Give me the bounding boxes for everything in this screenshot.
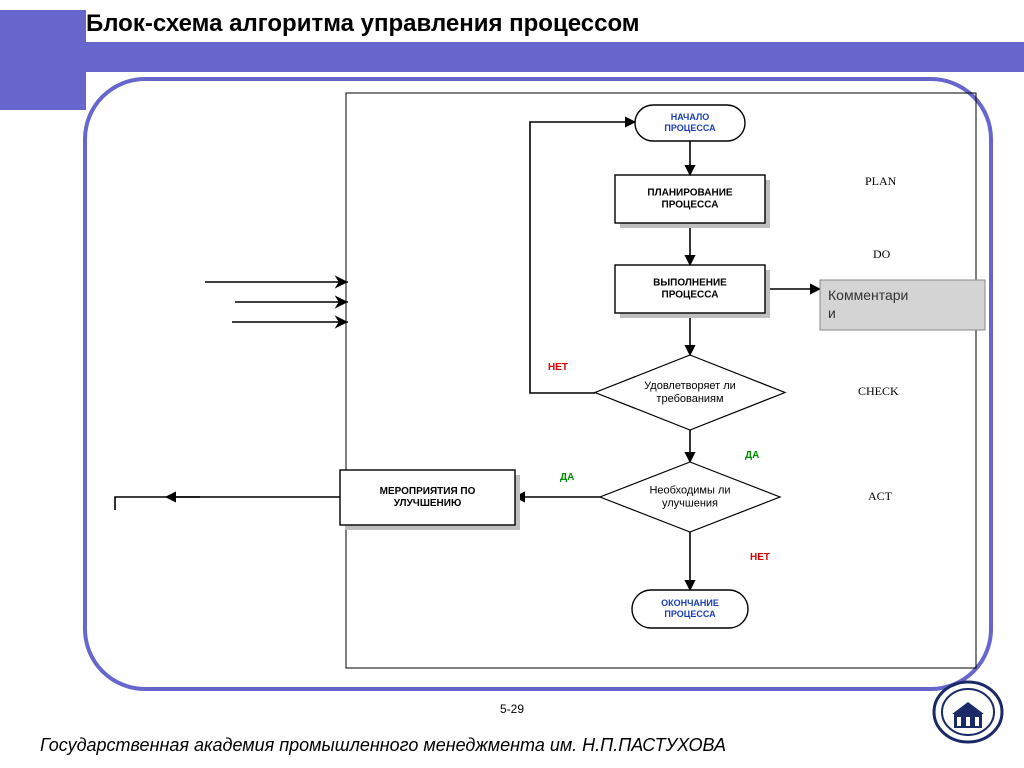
svg-text:требованиям: требованиям — [656, 393, 723, 405]
svg-text:ОКОНЧАНИЕ: ОКОНЧАНИЕ — [661, 598, 719, 608]
svg-text:и: и — [828, 305, 836, 321]
phase-label: DO — [873, 247, 891, 261]
svg-text:ВЫПОЛНЕНИЕ: ВЫПОЛНЕНИЕ — [653, 278, 727, 289]
branch-label: ДА — [560, 472, 574, 483]
svg-text:Удовлетворяет ли: Удовлетворяет ли — [644, 380, 736, 392]
svg-text:ПРОЦЕССА: ПРОЦЕССА — [664, 123, 716, 133]
institution-logo-icon — [932, 676, 1004, 748]
phase-label: PLAN — [865, 174, 897, 188]
svg-text:ПРОЦЕССА: ПРОЦЕССА — [662, 290, 719, 301]
flowchart-svg: НАЧАЛОПРОЦЕССАПЛАНИРОВАНИЕПРОЦЕССАВЫПОЛН… — [0, 0, 1024, 768]
svg-text:МЕРОПРИЯТИЯ ПО: МЕРОПРИЯТИЯ ПО — [380, 486, 476, 497]
phase-label: ACT — [868, 489, 893, 503]
svg-text:ПРОЦЕССА: ПРОЦЕССА — [662, 200, 719, 211]
svg-text:НАЧАЛО: НАЧАЛО — [671, 112, 710, 122]
branch-label: НЕТ — [548, 362, 568, 373]
svg-text:Комментари: Комментари — [828, 287, 908, 303]
svg-text:Необходимы ли: Необходимы ли — [649, 484, 730, 496]
svg-text:улучшения: улучшения — [662, 498, 718, 510]
svg-text:УЛУЧШЕНИЮ: УЛУЧШЕНИЮ — [394, 498, 462, 509]
branch-label: НЕТ — [750, 552, 770, 563]
slide: Блок-схема алгоритма управления процессо… — [0, 0, 1024, 768]
footer-attribution: Государственная академия промышленного м… — [40, 735, 726, 756]
phase-label: CHECK — [858, 384, 899, 398]
svg-text:ПЛАНИРОВАНИЕ: ПЛАНИРОВАНИЕ — [647, 188, 733, 199]
page-number: 5-29 — [500, 702, 524, 716]
svg-text:ПРОЦЕССА: ПРОЦЕССА — [664, 609, 716, 619]
branch-label: ДА — [745, 450, 759, 461]
